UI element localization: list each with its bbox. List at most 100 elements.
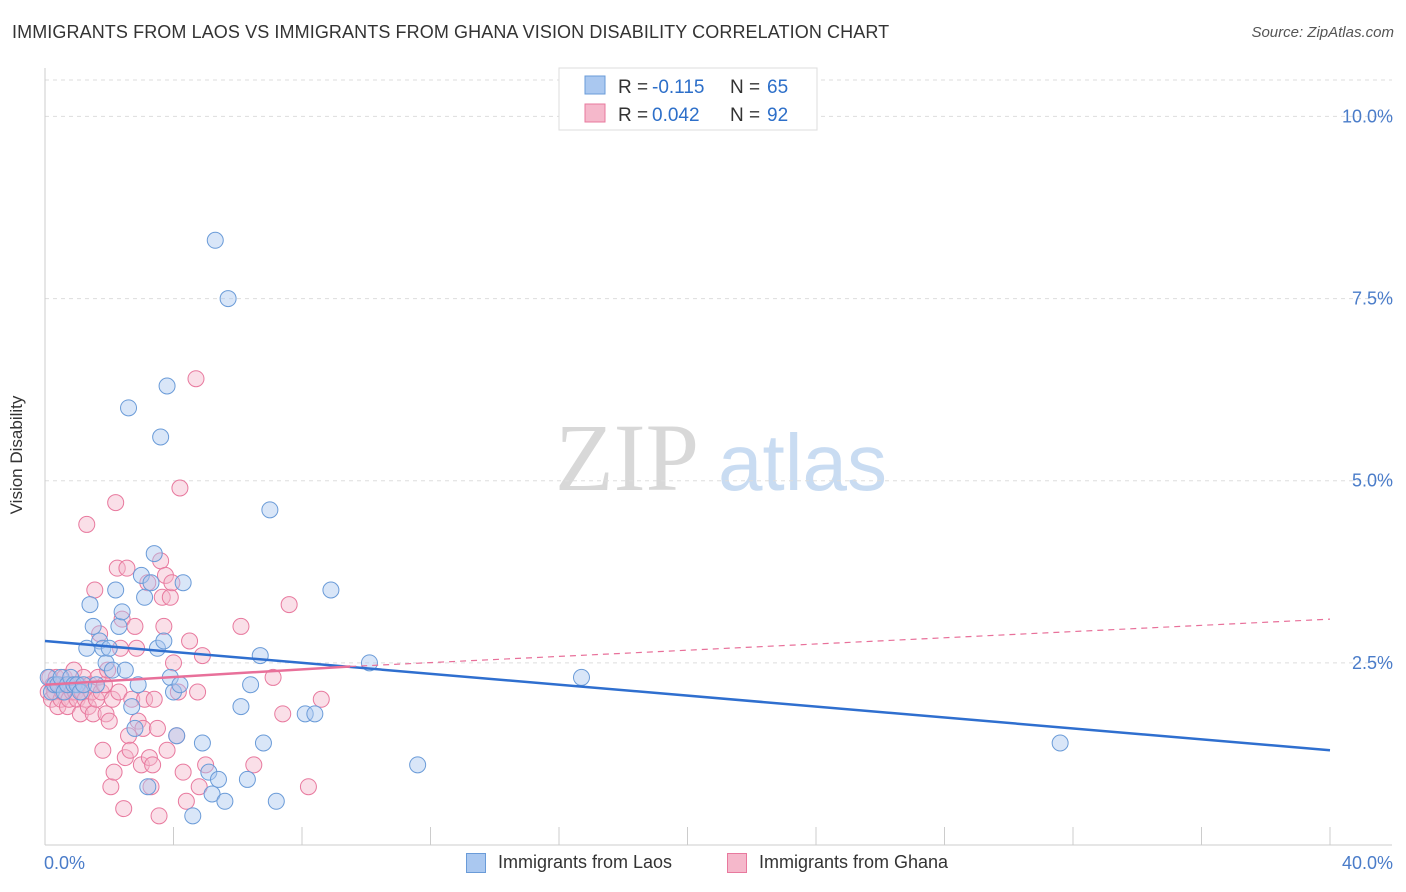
- laos-point: [113, 603, 131, 621]
- ghana-point: [144, 756, 162, 774]
- ghana-point: [86, 581, 104, 599]
- legend-ghana-n-label: N =: [730, 105, 760, 126]
- ghana-point: [121, 741, 139, 759]
- series-legend-ghana[interactable]: Immigrants from Ghana: [727, 852, 948, 873]
- ghana-point: [280, 596, 298, 614]
- ghana-point: [174, 763, 192, 781]
- ghana-point: [123, 690, 141, 708]
- ghana-point: [148, 719, 166, 737]
- laos-point: [209, 770, 227, 788]
- axes: [44, 68, 1392, 846]
- ghana-point: [181, 632, 199, 650]
- y-tick-label: 7.5%: [1352, 289, 1393, 309]
- laos-point: [267, 792, 285, 810]
- ghana-point: [161, 588, 179, 606]
- laos-point: [145, 545, 163, 563]
- laos-point: [193, 734, 211, 752]
- laos-point: [242, 676, 260, 694]
- ghana-point: [264, 668, 282, 686]
- laos-point: [148, 639, 166, 657]
- laos-point: [168, 727, 186, 745]
- laos-point: [84, 617, 102, 635]
- laos-point: [103, 661, 121, 679]
- laos-point: [306, 705, 324, 723]
- laos-point: [158, 377, 176, 395]
- laos-point: [123, 698, 141, 716]
- laos-point: [139, 778, 157, 796]
- laos-point: [81, 596, 99, 614]
- y-tick-label: 2.5%: [1352, 653, 1393, 673]
- watermark-zip: ZIP: [555, 404, 699, 511]
- ghana-point: [84, 705, 102, 723]
- laos-point: [152, 428, 170, 446]
- laos-trend-line: [44, 639, 1331, 752]
- ghana-point: [94, 741, 112, 759]
- x-tick-label-min: 0.0%: [44, 853, 85, 873]
- laos-point: [136, 588, 154, 606]
- legend-laos-n-label: N =: [730, 77, 760, 98]
- laos-point: [75, 676, 93, 694]
- ghana-point: [126, 617, 144, 635]
- gridlines: [45, 79, 1392, 664]
- laos-point: [171, 676, 189, 694]
- laos-point: [142, 574, 160, 592]
- legend-ghana-n-value: 92: [767, 105, 788, 126]
- laos-point: [322, 581, 340, 599]
- laos-point: [97, 654, 115, 672]
- laos-point: [132, 566, 150, 584]
- legend-ghana-r-value: 0.042: [652, 105, 700, 126]
- ghana-point: [169, 683, 187, 701]
- laos-point: [572, 668, 590, 686]
- laos-point: [110, 617, 128, 635]
- ghana-point: [118, 559, 136, 577]
- ghana-point: [171, 479, 189, 497]
- chart-title: IMMIGRANTS FROM LAOS VS IMMIGRANTS FROM …: [12, 22, 890, 42]
- ghana-series: [39, 370, 330, 825]
- ghana-point: [158, 741, 176, 759]
- laos-point: [107, 581, 125, 599]
- laos-point: [52, 668, 70, 686]
- ghana-point: [110, 683, 128, 701]
- laos-point: [200, 763, 218, 781]
- ghana-point: [107, 494, 125, 512]
- ghana-point: [102, 778, 120, 796]
- laos-point: [155, 632, 173, 650]
- laos-point: [254, 734, 272, 752]
- series-legend-ghana-swatch: [727, 852, 747, 873]
- ghana-point: [78, 515, 96, 533]
- laos-point: [261, 501, 279, 519]
- ghana-point: [156, 566, 174, 584]
- laos-point: [296, 705, 314, 723]
- ghana-point: [120, 727, 138, 745]
- tick-labels: 2.5% 5.0% 7.5% 10.0% 0.0% 40.0%: [44, 106, 1393, 873]
- ghana-point: [312, 690, 330, 708]
- ghana-point: [189, 683, 207, 701]
- laos-point: [120, 399, 138, 417]
- ghana-point: [99, 661, 117, 679]
- legend-laos-swatch: [584, 75, 606, 95]
- laos-series: [39, 231, 1069, 825]
- source-label: Source: ZipAtlas.com: [1251, 24, 1394, 41]
- ghana-point: [165, 654, 182, 672]
- ghana-point: [100, 712, 118, 730]
- ghana-point: [136, 690, 154, 708]
- series-legend: Immigrants from Laos Immigrants from Gha…: [0, 852, 1406, 878]
- ghana-point: [245, 756, 263, 774]
- ghana-trend-line: [44, 665, 351, 686]
- series-legend-ghana-label: Immigrants from Ghana: [759, 852, 949, 872]
- legend-ghana-swatch: [584, 103, 606, 123]
- laos-point: [409, 756, 427, 774]
- legend-ghana-r-label: R =: [618, 105, 648, 126]
- correlation-legend: R = -0.115 N = 65 R = 0.042 N = 92: [558, 67, 818, 131]
- laos-point: [126, 719, 144, 737]
- laos-point: [165, 683, 182, 701]
- series-legend-laos[interactable]: Immigrants from Laos: [466, 852, 672, 873]
- laos-point: [116, 661, 134, 679]
- trend-lines: [44, 618, 1331, 752]
- ghana-point: [187, 370, 205, 388]
- laos-point: [238, 770, 256, 788]
- ghana-point: [150, 807, 168, 825]
- y-tick-label: 10.0%: [1342, 106, 1393, 126]
- ghana-trend-extension: [350, 618, 1331, 668]
